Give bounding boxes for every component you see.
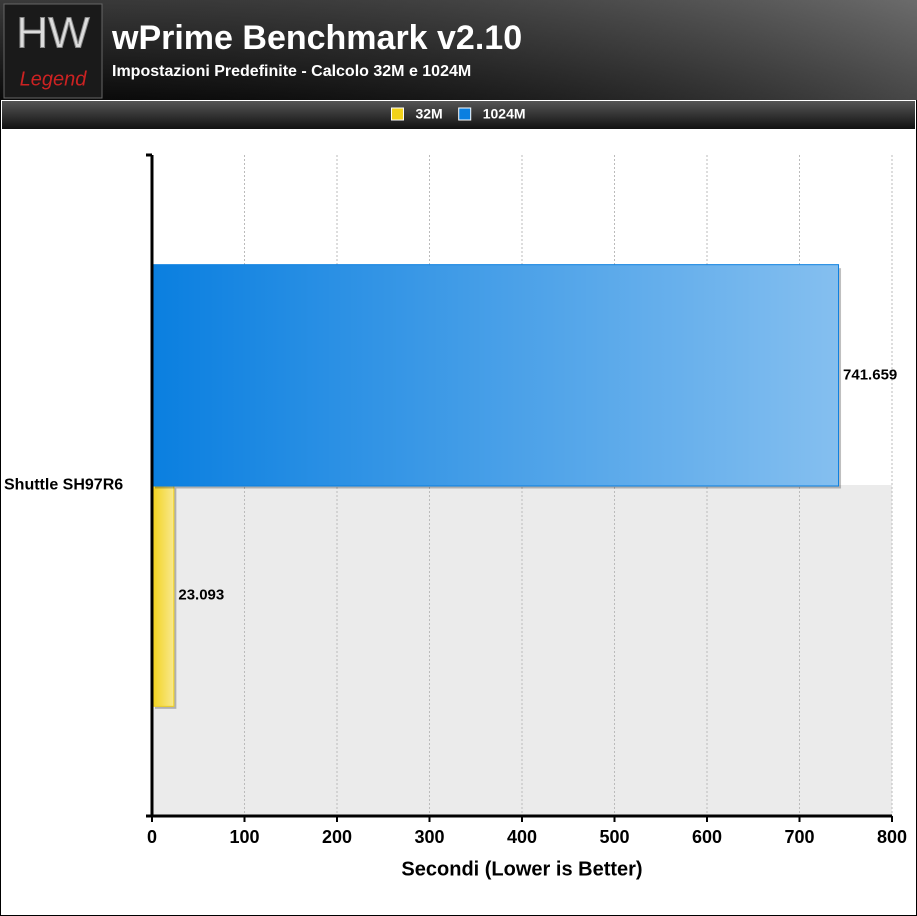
x-tick-label: 400 bbox=[507, 827, 537, 847]
x-tick-label: 200 bbox=[322, 827, 352, 847]
chart-subtitle: Impostazioni Predefinite - Calcolo 32M e… bbox=[112, 63, 471, 80]
legend-item: 1024M bbox=[458, 106, 526, 122]
legend-swatch bbox=[458, 107, 472, 121]
x-tick-label: 500 bbox=[599, 827, 629, 847]
header-sheen bbox=[0, 0, 917, 100]
legend-item: 32M bbox=[390, 106, 443, 122]
x-tick-label: 700 bbox=[784, 827, 814, 847]
bar-sheen bbox=[152, 485, 174, 706]
x-axis-title: Secondi (Lower is Better) bbox=[401, 858, 642, 880]
chart-title: wPrime Benchmark v2.10 bbox=[111, 19, 522, 57]
legend-swatch bbox=[390, 107, 404, 121]
logo-text: Legend bbox=[20, 68, 88, 90]
logo bbox=[3, 3, 103, 99]
plot-band bbox=[152, 485, 892, 816]
legend-label: 32M bbox=[415, 106, 442, 122]
data-label: 741.659 bbox=[843, 366, 897, 383]
logo-text: HW bbox=[16, 9, 90, 58]
x-tick-label: 600 bbox=[692, 827, 722, 847]
data-label: 23.093 bbox=[178, 587, 224, 604]
x-tick-label: 100 bbox=[229, 827, 259, 847]
y-tick-label: Shuttle SH97R6 bbox=[4, 477, 123, 494]
x-tick-label: 0 bbox=[147, 827, 157, 847]
legend-label: 1024M bbox=[483, 106, 526, 122]
x-tick-label: 300 bbox=[414, 827, 444, 847]
x-tick-label: 800 bbox=[877, 827, 907, 847]
bar-sheen bbox=[152, 265, 839, 486]
